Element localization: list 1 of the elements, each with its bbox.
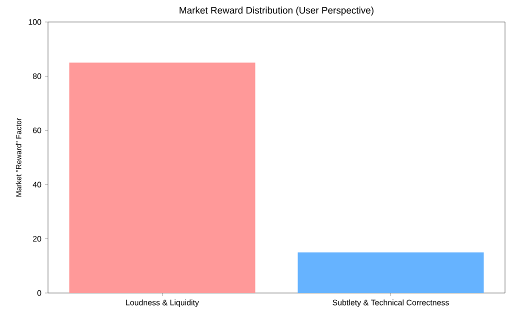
chart-title: Market Reward Distribution (User Perspective): [180, 6, 374, 16]
